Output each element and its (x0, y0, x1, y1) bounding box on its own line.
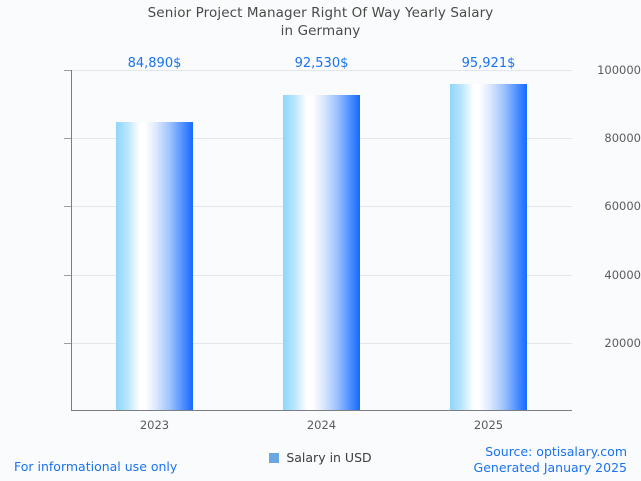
footer-disclaimer: For informational use only (14, 459, 178, 474)
y-axis-tick-mark (64, 206, 71, 207)
legend-square-marker-icon (269, 452, 280, 463)
y-axis-tick-label: 20000 (604, 336, 641, 350)
bar-2023[interactable] (116, 122, 193, 411)
y-axis-tick-mark (64, 343, 71, 344)
bar-value-label-2023: 84,890$ (127, 56, 182, 71)
y-axis-tick-mark (64, 70, 71, 71)
x-axis-tick-label: 2025 (473, 418, 504, 432)
chart-title-line-2: in Germany (280, 23, 361, 39)
x-axis-tick-label: 2024 (306, 418, 337, 432)
plot-area (71, 70, 572, 411)
y-axis-tick-label: 60000 (604, 199, 641, 213)
bar-2025[interactable] (450, 84, 527, 411)
footer-source-block: Source: optisalary.com Generated January… (474, 444, 627, 476)
y-axis-tick-label: 80000 (604, 131, 641, 145)
y-axis-tick-mark (64, 275, 71, 276)
bar-value-label-2025: 95,921$ (461, 56, 516, 71)
x-axis-line (71, 410, 572, 411)
footer-source: Source: optisalary.com (485, 444, 627, 459)
footer-generated-date: Generated January 2025 (473, 460, 627, 475)
chart-legend: Salary in USD (0, 450, 641, 465)
bar-value-label-2024: 92,530$ (294, 56, 349, 71)
y-axis-line (71, 70, 72, 411)
gridline (71, 70, 572, 71)
y-axis-tick-label: 100000 (597, 63, 641, 77)
chart-title: Senior Project Manager Right Of Way Year… (0, 4, 641, 40)
chart-title-line-1: Senior Project Manager Right Of Way Year… (147, 5, 494, 21)
bar-2024[interactable] (283, 95, 360, 411)
y-axis-tick-label: 40000 (604, 268, 641, 282)
x-axis-tick-label: 2023 (139, 418, 170, 432)
legend-item-label: Salary in USD (286, 450, 372, 465)
y-axis-tick-mark (64, 138, 71, 139)
